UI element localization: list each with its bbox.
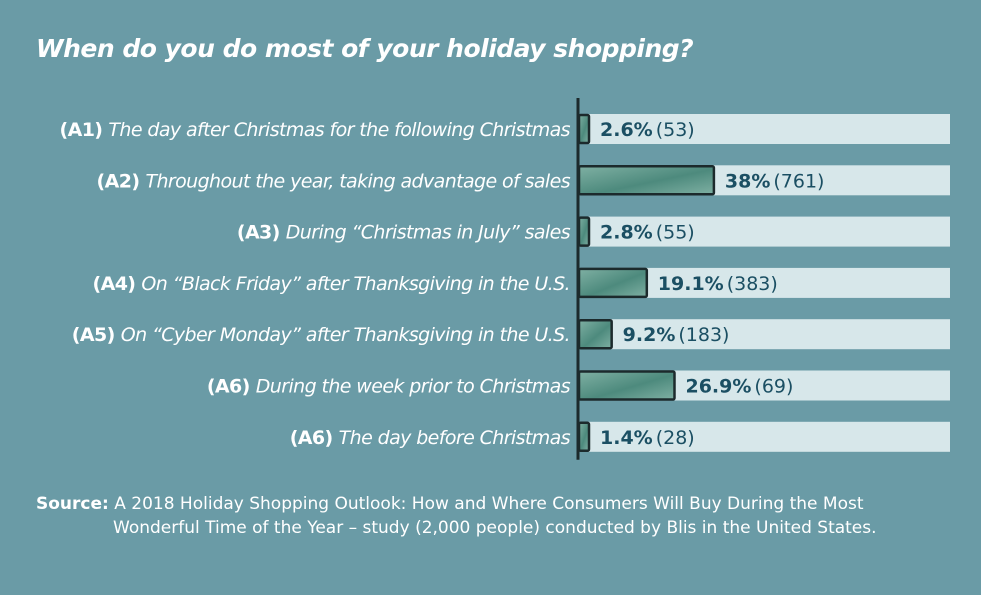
value-count: (383): [727, 273, 778, 295]
bar: [577, 421, 591, 453]
category-label: (A6) During the week prior to Christmas: [207, 376, 571, 398]
category-text: Throughout the year, taking advantage of…: [145, 170, 570, 192]
bar: [577, 318, 613, 350]
category-label: (A4) On “Black Friday” after Thanksgivin…: [93, 273, 571, 295]
value-count: (183): [678, 324, 729, 346]
category-code: (A6): [207, 376, 256, 398]
value-count: (55): [656, 222, 695, 244]
category-code: (A2): [97, 170, 146, 192]
bar-track: [578, 216, 950, 247]
value-label: 19.1% (383): [658, 273, 778, 295]
value-percent: 2.8%: [600, 222, 653, 244]
category-label: (A3) During “Christmas in July” sales: [237, 222, 571, 244]
value-percent: 19.1%: [658, 273, 724, 295]
bar: [577, 165, 716, 196]
source-label: Source:: [36, 494, 109, 514]
source-line-2: Wonderful Time of the Year – study (2,00…: [113, 518, 877, 538]
category-label: (A6) The day before Christmas: [290, 427, 571, 449]
category-text: During “Christmas in July” sales: [286, 222, 571, 244]
value-percent: 1.4%: [600, 427, 653, 449]
value-label: 9.2% (183): [623, 324, 730, 346]
category-code: (A4): [93, 273, 142, 295]
bar: [577, 113, 591, 145]
category-text: The day after Christmas for the followin…: [108, 119, 570, 141]
category-text: The day before Christmas: [339, 427, 571, 449]
source-line-1: A 2018 Holiday Shopping Outlook: How and…: [114, 494, 864, 514]
category-text: On “Black Friday” after Thanksgiving in …: [141, 273, 570, 295]
value-label: 1.4% (28): [600, 427, 695, 449]
value-label: 26.9% (69): [685, 376, 793, 398]
source-note: Source: A 2018 Holiday Shopping Outlook:…: [36, 492, 966, 540]
category-code: (A1): [60, 119, 109, 141]
value-label: 2.6% (53): [600, 119, 695, 141]
category-label: (A5) On “Cyber Monday” after Thanksgivin…: [72, 324, 570, 346]
value-label: 2.8% (55): [600, 222, 695, 244]
chart-title: When do you do most of your holiday shop…: [36, 34, 694, 63]
bar-track: [578, 114, 950, 144]
category-label: (A2) Throughout the year, taking advanta…: [97, 170, 571, 192]
value-percent: 38%: [725, 170, 770, 192]
category-code: (A5): [72, 324, 121, 346]
value-percent: 2.6%: [600, 119, 653, 141]
bar-track: [578, 319, 950, 350]
value-percent: 26.9%: [685, 376, 751, 398]
bar: [577, 370, 676, 401]
category-code: (A3): [237, 222, 286, 244]
value-count: (28): [656, 427, 695, 449]
bar-track: [578, 421, 950, 452]
category-label: (A1) The day after Christmas for the fol…: [60, 119, 571, 141]
bar-chart: (A1) The day after Christmas for the fol…: [60, 98, 950, 460]
category-text: On “Cyber Monday” after Thanksgiving in …: [121, 324, 570, 346]
value-count: (761): [773, 170, 824, 192]
value-percent: 9.2%: [623, 324, 676, 346]
category-text: During the week prior to Christmas: [256, 376, 571, 398]
value-count: (69): [754, 376, 793, 398]
category-code: (A6): [290, 427, 339, 449]
bar: [577, 267, 649, 299]
value-count: (53): [656, 119, 695, 141]
bar: [577, 216, 591, 247]
value-label: 38% (761): [725, 170, 825, 192]
